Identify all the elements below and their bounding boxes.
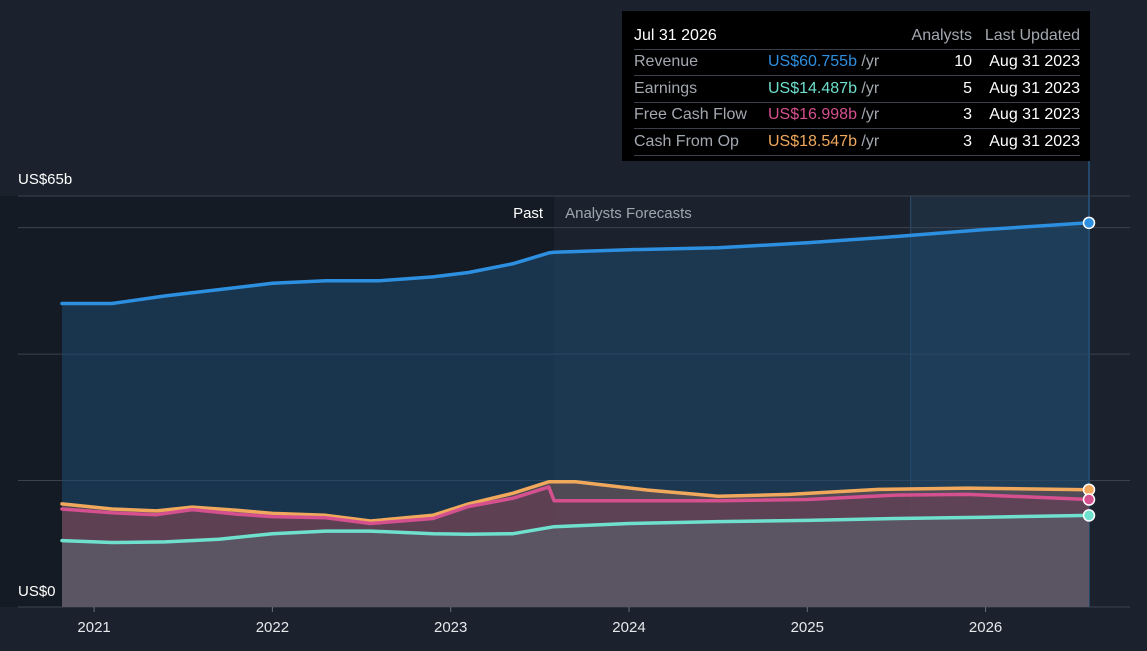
tooltip-analysts: 3 [963, 106, 972, 124]
chart-labels: 2021 2022 2023 2024 2025 2026 US$65b US$0 Past An… [18, 171, 1002, 636]
tooltip-label: Cash From Op [634, 132, 739, 150]
tooltip-row-revenue: Revenue US$60.755b /yr 10 Aug 31 2023 [634, 50, 1080, 76]
tooltip-header: Jul 31 2026 Analysts Last Updated [634, 23, 1080, 50]
tooltip-value: US$18.547b /yr [768, 133, 908, 151]
line-free-cash-flow [60, 485, 1091, 526]
tooltip-label: Revenue [634, 53, 699, 71]
tooltip-value-amount: US$60.755b [768, 53, 857, 71]
tooltip-label: Free Cash Flow [634, 106, 747, 124]
series-lines [60, 221, 1091, 545]
line-revenue [60, 221, 1091, 306]
tooltip-analysts: 5 [963, 79, 972, 97]
y-label-top: US$65b [18, 171, 72, 188]
tooltip-value: US$16.998b /yr [768, 106, 908, 124]
tooltip-value-amount: US$14.487b [768, 79, 857, 97]
tooltip-date: Jul 31 2026 [634, 26, 717, 44]
endpoint-revenue [1082, 216, 1096, 230]
tooltip-value-unit: /yr [856, 53, 880, 71]
x-tick-label: 2024 [612, 619, 645, 636]
tooltip-value: US$14.487b /yr [768, 80, 908, 98]
forecast-label: Analysts Forecasts [565, 205, 692, 222]
x-tick-label: 2021 [77, 619, 110, 636]
line-earnings [60, 513, 1091, 545]
x-tick-label: 2023 [434, 619, 467, 636]
tooltip-value: US$60.755b /yr [768, 53, 908, 71]
tooltip-value-amount: US$18.547b [768, 132, 857, 150]
tooltip-analysts-heading: Analysts [911, 26, 972, 44]
tooltip-value-unit: /yr [856, 106, 880, 124]
tooltip-updated: Aug 31 2023 [989, 53, 1080, 71]
past-label: Past [513, 205, 544, 222]
endpoint-free-cash-flow [1082, 493, 1096, 506]
endpoint-earnings [1082, 509, 1096, 522]
x-tick-label: 2022 [256, 619, 289, 636]
tooltip-updated: Aug 31 2023 [989, 106, 1080, 124]
tooltip-value-unit: /yr [856, 132, 880, 150]
tooltip-row-free-cash-flow: Free Cash Flow US$16.998b /yr 3 Aug 31 2023 [634, 103, 1080, 129]
tooltip-row-cash-from-op: Cash From Op US$18.547b /yr 3 Aug 31 2023 [634, 129, 1080, 156]
y-label-bottom: US$0 [18, 583, 56, 600]
tooltip-updated-heading: Last Updated [984, 26, 1080, 44]
series-areas [62, 222, 1089, 608]
line-cash-from-op [60, 480, 1091, 523]
tooltip-updated: Aug 31 2023 [989, 79, 1080, 97]
tooltip-label: Earnings [634, 79, 698, 97]
tooltip-value-unit: /yr [856, 79, 880, 97]
tooltip-value-amount: US$16.998b [768, 106, 857, 124]
tooltip-updated: Aug 31 2023 [989, 132, 1080, 150]
area-earnings [62, 515, 1089, 607]
tooltip-row-earnings: Earnings US$14.487b /yr 5 Aug 31 2023 [634, 76, 1080, 103]
tooltip: Jul 31 2026 Analysts Last Updated Revenu… [622, 11, 1090, 161]
tooltip-analysts: 3 [963, 132, 972, 150]
tooltip-analysts: 10 [954, 53, 972, 71]
x-tick-label: 2025 [791, 619, 824, 636]
x-tick-label: 2026 [969, 619, 1002, 636]
series-endpoints [1082, 216, 1096, 522]
